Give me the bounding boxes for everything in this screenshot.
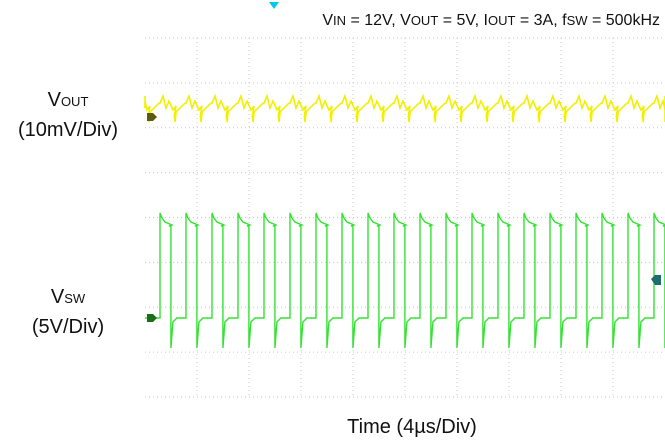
vout-ground-marker — [147, 113, 157, 121]
conditions-header: VIN = 12V, VOUT = 5V, IOUT = 3A, fSW = 5… — [322, 12, 660, 29]
vout-trace — [144, 93, 665, 123]
x-axis-label: Time (4µs/Div) — [347, 416, 477, 438]
vsw-channel-label: VSW — [51, 286, 86, 308]
trigger-marker — [269, 2, 279, 9]
vout-scale-label: (10mV/Div) — [18, 119, 118, 141]
vsw-scale-label: (5V/Div) — [32, 316, 104, 338]
vsw-ground-marker — [147, 314, 157, 322]
vout-channel-label: VOUT — [48, 89, 89, 111]
vsw-trace — [145, 212, 665, 349]
vsw-offset-marker — [651, 275, 661, 285]
